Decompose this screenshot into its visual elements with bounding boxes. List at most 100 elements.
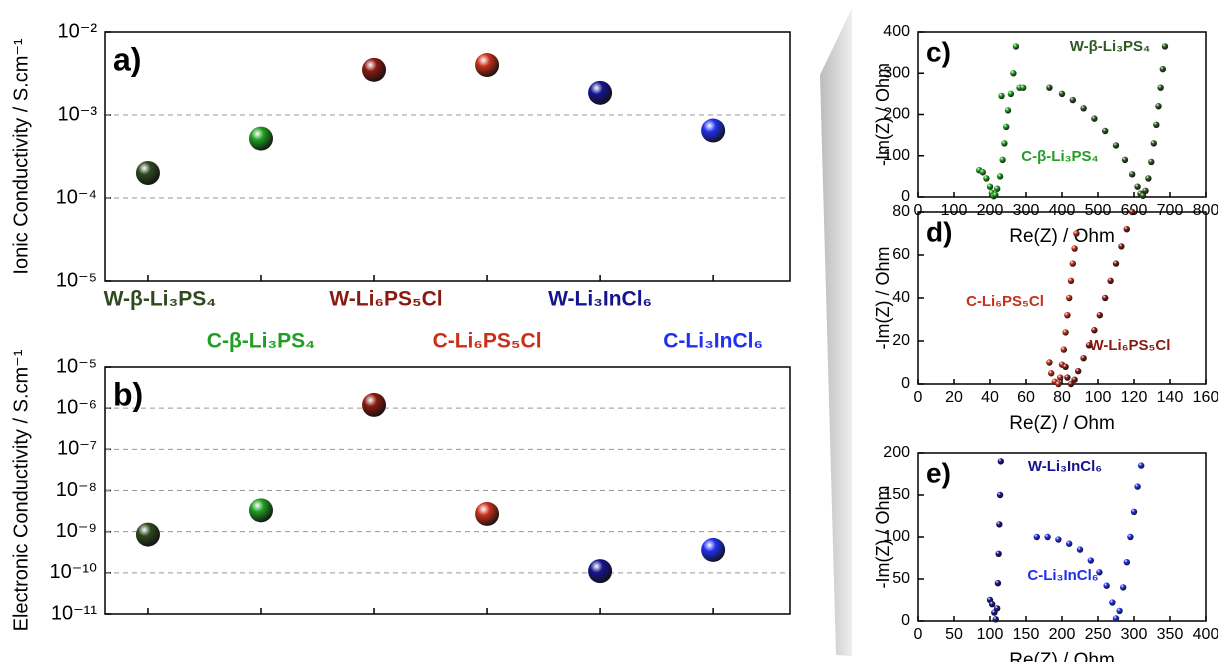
y-tick-label: 400 — [883, 23, 910, 40]
point — [1129, 171, 1136, 178]
point — [1012, 43, 1020, 50]
y-tick-label: 10⁻⁵ — [56, 355, 97, 377]
panel-label: b) — [113, 376, 143, 412]
y-tick-label: 10⁻⁵ — [56, 269, 97, 291]
y-axis-title: -Im(Z) / Ohm — [873, 486, 893, 589]
point — [1058, 90, 1066, 98]
point — [1046, 84, 1053, 91]
x-tick-label: 0 — [914, 389, 923, 406]
point — [1004, 107, 1012, 114]
y-tick-label: 10⁻⁶ — [56, 396, 97, 418]
point — [1003, 123, 1010, 131]
y-axis-title: -Im(Z) / Ohm — [873, 63, 893, 166]
category-label: W-Li₆PS₅Cl — [329, 288, 442, 311]
point — [998, 92, 1005, 100]
plot-frame — [917, 452, 1207, 622]
point — [1096, 312, 1104, 319]
point — [1145, 175, 1152, 182]
point — [135, 161, 160, 186]
x-tick-label: 160 — [1193, 389, 1218, 406]
point — [996, 491, 1004, 499]
point — [588, 80, 613, 105]
point — [1096, 569, 1103, 576]
y-tick-label: 10⁻¹¹ — [51, 602, 97, 624]
point — [1112, 260, 1120, 267]
point — [1071, 376, 1078, 383]
point — [1134, 483, 1141, 490]
point — [1048, 370, 1055, 377]
x-tick-label: 0 — [914, 202, 923, 219]
x-tick-label: 500 — [1085, 202, 1112, 219]
point — [1130, 508, 1138, 515]
point — [992, 616, 999, 623]
point — [1075, 367, 1082, 375]
y-tick-label: 10⁻⁷ — [57, 438, 97, 460]
y-tick-label: 0 — [901, 375, 910, 392]
point — [1142, 187, 1149, 195]
point — [1103, 582, 1110, 589]
point — [1116, 607, 1123, 615]
x-tick-label: 400 — [1193, 626, 1218, 643]
point — [1127, 533, 1134, 541]
y-tick-label: 10⁻⁹ — [56, 520, 97, 542]
point — [1112, 615, 1120, 622]
y-tick-label: 10⁻² — [58, 20, 98, 42]
point — [1007, 90, 1015, 98]
point — [701, 537, 726, 562]
x-tick-label: 20 — [945, 389, 963, 406]
point — [1139, 192, 1147, 199]
point — [1161, 43, 1169, 50]
x-tick-label: 60 — [1017, 389, 1035, 406]
x-axis-title: Re(Z) / Ohm — [1009, 413, 1115, 434]
x-tick-label: 100 — [941, 202, 968, 219]
point — [475, 53, 500, 78]
point — [588, 559, 613, 584]
point — [988, 601, 996, 608]
point — [1062, 329, 1069, 336]
x-tick-label: 120 — [1121, 389, 1148, 406]
y-tick-label: 80 — [892, 203, 910, 220]
y-tick-label: 10⁻⁴ — [56, 186, 97, 208]
point — [1153, 121, 1160, 129]
x-axis-title: Re(Z) / Ohm — [1009, 226, 1115, 247]
y-axis-title: Ionic Conductivity / S.cm⁻¹ — [10, 38, 32, 275]
x-tick-label: 100 — [977, 626, 1004, 643]
point — [1129, 208, 1136, 216]
point — [986, 183, 994, 190]
y-tick-label: 10⁻⁸ — [56, 479, 97, 501]
y-tick-label: 50 — [892, 570, 910, 587]
panel-label: e) — [926, 457, 951, 488]
point — [996, 521, 1003, 528]
point — [997, 458, 1004, 465]
y-tick-label: 150 — [883, 486, 910, 503]
category-label: C-β-Li₃PS₄ — [207, 330, 315, 353]
y-tick-label: 10⁻³ — [58, 103, 98, 125]
x-tick-label: 300 — [1121, 626, 1148, 643]
y-tick-label: 200 — [883, 106, 910, 123]
point — [1071, 245, 1078, 252]
point — [1069, 260, 1077, 267]
y-tick-label: 0 — [901, 188, 910, 205]
panel-label: c) — [926, 36, 951, 67]
point — [994, 185, 1001, 192]
point — [1033, 533, 1041, 541]
point — [1121, 156, 1129, 164]
y-tick-label: 20 — [892, 332, 910, 349]
y-axis-title: -Im(Z) / Ohm — [873, 247, 893, 350]
x-tick-label: 700 — [1157, 202, 1184, 219]
point — [1064, 312, 1071, 319]
point — [1138, 462, 1145, 469]
point — [1087, 557, 1095, 564]
point — [1102, 127, 1109, 135]
point — [1060, 346, 1068, 353]
x-tick-label: 40 — [981, 389, 999, 406]
plot-frame — [104, 366, 791, 615]
y-tick-label: 10⁻¹⁰ — [50, 561, 97, 583]
y-tick-label: 200 — [883, 444, 910, 461]
point — [1120, 584, 1127, 591]
series-label: W-β-Li₃PS₄ — [1070, 38, 1150, 55]
point — [1157, 84, 1164, 91]
point — [1091, 115, 1098, 122]
category-label: W-Li₃InCl₆ — [548, 288, 652, 311]
x-tick-label: 140 — [1157, 389, 1184, 406]
